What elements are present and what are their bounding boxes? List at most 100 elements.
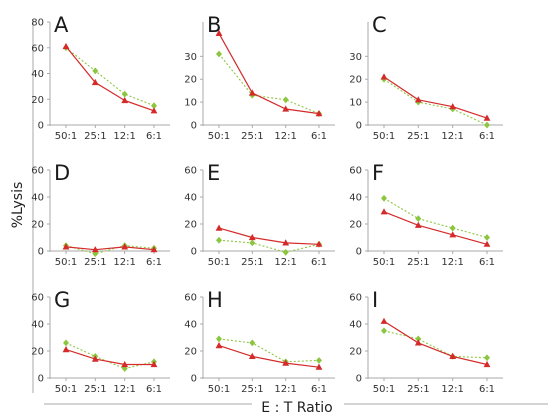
red-triangle-marker [414,221,422,228]
green-diamond-marker [381,194,387,202]
red-triangle-marker [483,114,491,121]
x-tick-label: 25:1 [241,257,263,268]
red-triangle-marker [91,246,99,253]
y-tick-label: 60 [184,293,197,304]
green-diamond-marker [484,234,490,241]
red-triangle-marker [483,240,491,247]
green-series-line [383,197,488,239]
y-tick-label: 0 [38,247,44,258]
red-series-line [65,349,154,366]
x-tick-label: 12:1 [441,384,463,395]
x-tick-label: 12:1 [113,131,135,142]
green-diamond-marker [216,236,222,244]
y-tick-label: 20 [31,347,44,358]
red-series-line [383,320,488,366]
red-triangle-marker [121,96,129,104]
green-series-line [218,239,320,253]
x-tick-label: 25:1 [241,131,263,142]
green-diamond-marker [63,339,69,347]
red-triangle-marker [248,233,256,241]
red-triangle-marker [315,363,323,370]
x-tick-label: 6:1 [311,131,327,142]
green-diamond-marker [151,102,157,110]
red-series-line [65,246,155,251]
y-tick-label: 40 [349,320,362,331]
green-diamond-marker [484,354,490,362]
x-tick-label: 25:1 [84,384,106,395]
y-tick-label: 80 [31,18,44,29]
green-diamond-marker [92,67,99,75]
red-triangle-marker [62,42,70,50]
xlabel-background [252,396,344,414]
red-triangle-marker [150,107,158,114]
red-series-line [65,46,155,112]
green-series-line [65,245,155,255]
y-tick-label: 0 [356,374,362,385]
panel-letter-i: I [372,288,378,312]
green-diamond-marker [415,335,422,343]
x-tick-label: 6:1 [146,257,162,268]
green-diamond-marker [282,96,289,104]
panel-letter-a: A [54,13,69,37]
green-diamond-marker [121,365,128,372]
green-series-line [383,78,488,126]
panel-i: 0 20 40 60 50:1 25:1 12:1 6:1 I [349,288,503,395]
x-tick-label: 50:1 [208,131,230,142]
y-tick-label: 60 [31,293,44,304]
panel-letter-c: C [372,13,387,37]
x-axis-title: E : T Ratio [261,400,332,416]
green-series-line [383,330,488,359]
x-tick-label: 25:1 [84,257,106,268]
x-tick-label: 25:1 [241,384,263,395]
y-tick-label: 60 [31,166,44,177]
y-tick-label: 0 [356,247,362,258]
red-triangle-marker [62,243,70,250]
green-series-line [218,53,320,115]
red-triangle-marker [150,246,158,253]
panel-grid: 0 20 40 60 80 50:1 25:1 12:1 6:1 A 0 10 20 30 50:1 25:1… [31,13,503,395]
green-diamond-marker [316,357,322,364]
green-series-line [65,342,155,370]
x-tick-label: 6:1 [146,131,162,142]
red-triangle-marker [121,243,129,250]
green-series-line [65,47,155,107]
panel-letter-d: D [54,161,70,185]
green-diamond-marker [449,224,456,232]
panel-g: 0 20 40 60 50:1 25:1 12:1 6:1 G [31,288,170,395]
y-tick-label: 40 [184,320,197,331]
y-tick-label: 60 [184,166,197,177]
red-triangle-marker [91,355,99,362]
red-triangle-marker [215,29,223,36]
x-tick-label: 50:1 [208,257,230,268]
y-tick-label: 20 [31,220,44,231]
x-tick-label: 6:1 [479,131,495,142]
panel-letter-h: H [207,288,223,312]
x-tick-label: 25:1 [407,131,429,142]
y-tick-label: 0 [356,121,362,132]
red-series-line [383,76,488,119]
red-triangle-marker [380,73,388,80]
red-triangle-marker [449,352,457,359]
x-tick-label: 50:1 [55,131,77,142]
y-tick-label: 60 [349,166,362,177]
panel-f: 0 20 40 60 50:1 25:1 12:1 6:1 F [349,161,503,268]
red-triangle-marker [414,96,422,103]
red-triangle-marker [62,346,70,353]
x-tick-label: 50:1 [208,384,230,395]
y-tick-label: 20 [31,95,44,106]
red-triangle-marker [380,317,388,324]
red-triangle-marker [282,359,290,366]
green-diamond-marker [282,248,289,256]
x-tick-label: 50:1 [373,384,395,395]
y-tick-label: 20 [349,75,362,86]
x-tick-label: 12:1 [113,257,135,268]
green-diamond-marker [249,339,256,347]
red-series-line [383,211,488,245]
panel-letter-g: G [54,288,70,312]
y-tick-label: 20 [184,75,197,86]
red-triangle-marker [449,231,457,238]
x-tick-label: 6:1 [479,384,495,395]
x-tick-label: 50:1 [55,257,77,268]
panel-h: 0 20 40 60 50:1 25:1 12:1 6:1 H [184,288,335,395]
